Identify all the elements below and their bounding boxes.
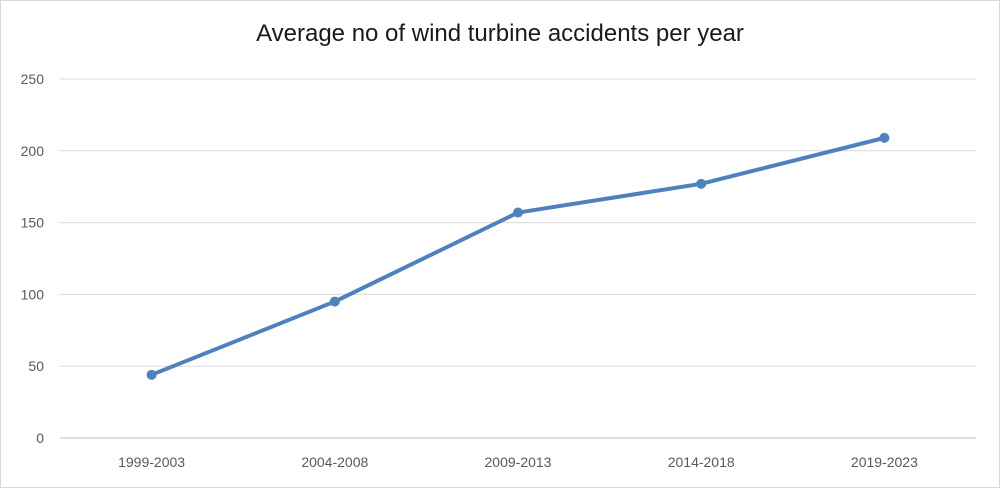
x-tick-label: 2009-2013 [485,454,552,470]
x-tick-label: 2004-2008 [301,454,368,470]
y-tick-label: 100 [21,286,45,302]
y-tick-label: 150 [21,215,45,231]
x-tick-label: 2019-2023 [851,454,918,470]
y-axis-tick-labels: 0 50 100 150 200 250 [21,71,45,446]
y-tick-label: 200 [21,143,45,159]
data-point [513,207,523,218]
x-tick-label: 2014-2018 [668,454,735,470]
chart-title: Average no of wind turbine accidents per… [256,20,744,47]
data-point [696,178,707,189]
data-point [879,132,890,143]
x-axis-tick-labels: 1999-2003 2004-2008 2009-2013 2014-2018 2019… [118,454,918,470]
y-tick-label: 0 [36,430,44,446]
y-tick-label: 50 [28,358,44,374]
data-point [146,369,157,380]
gridlines [60,78,976,439]
series-group [146,132,890,380]
data-point [329,296,340,307]
series-line [149,135,887,377]
y-tick-label: 250 [21,71,45,87]
x-tick-label: 1999-2003 [118,454,185,470]
